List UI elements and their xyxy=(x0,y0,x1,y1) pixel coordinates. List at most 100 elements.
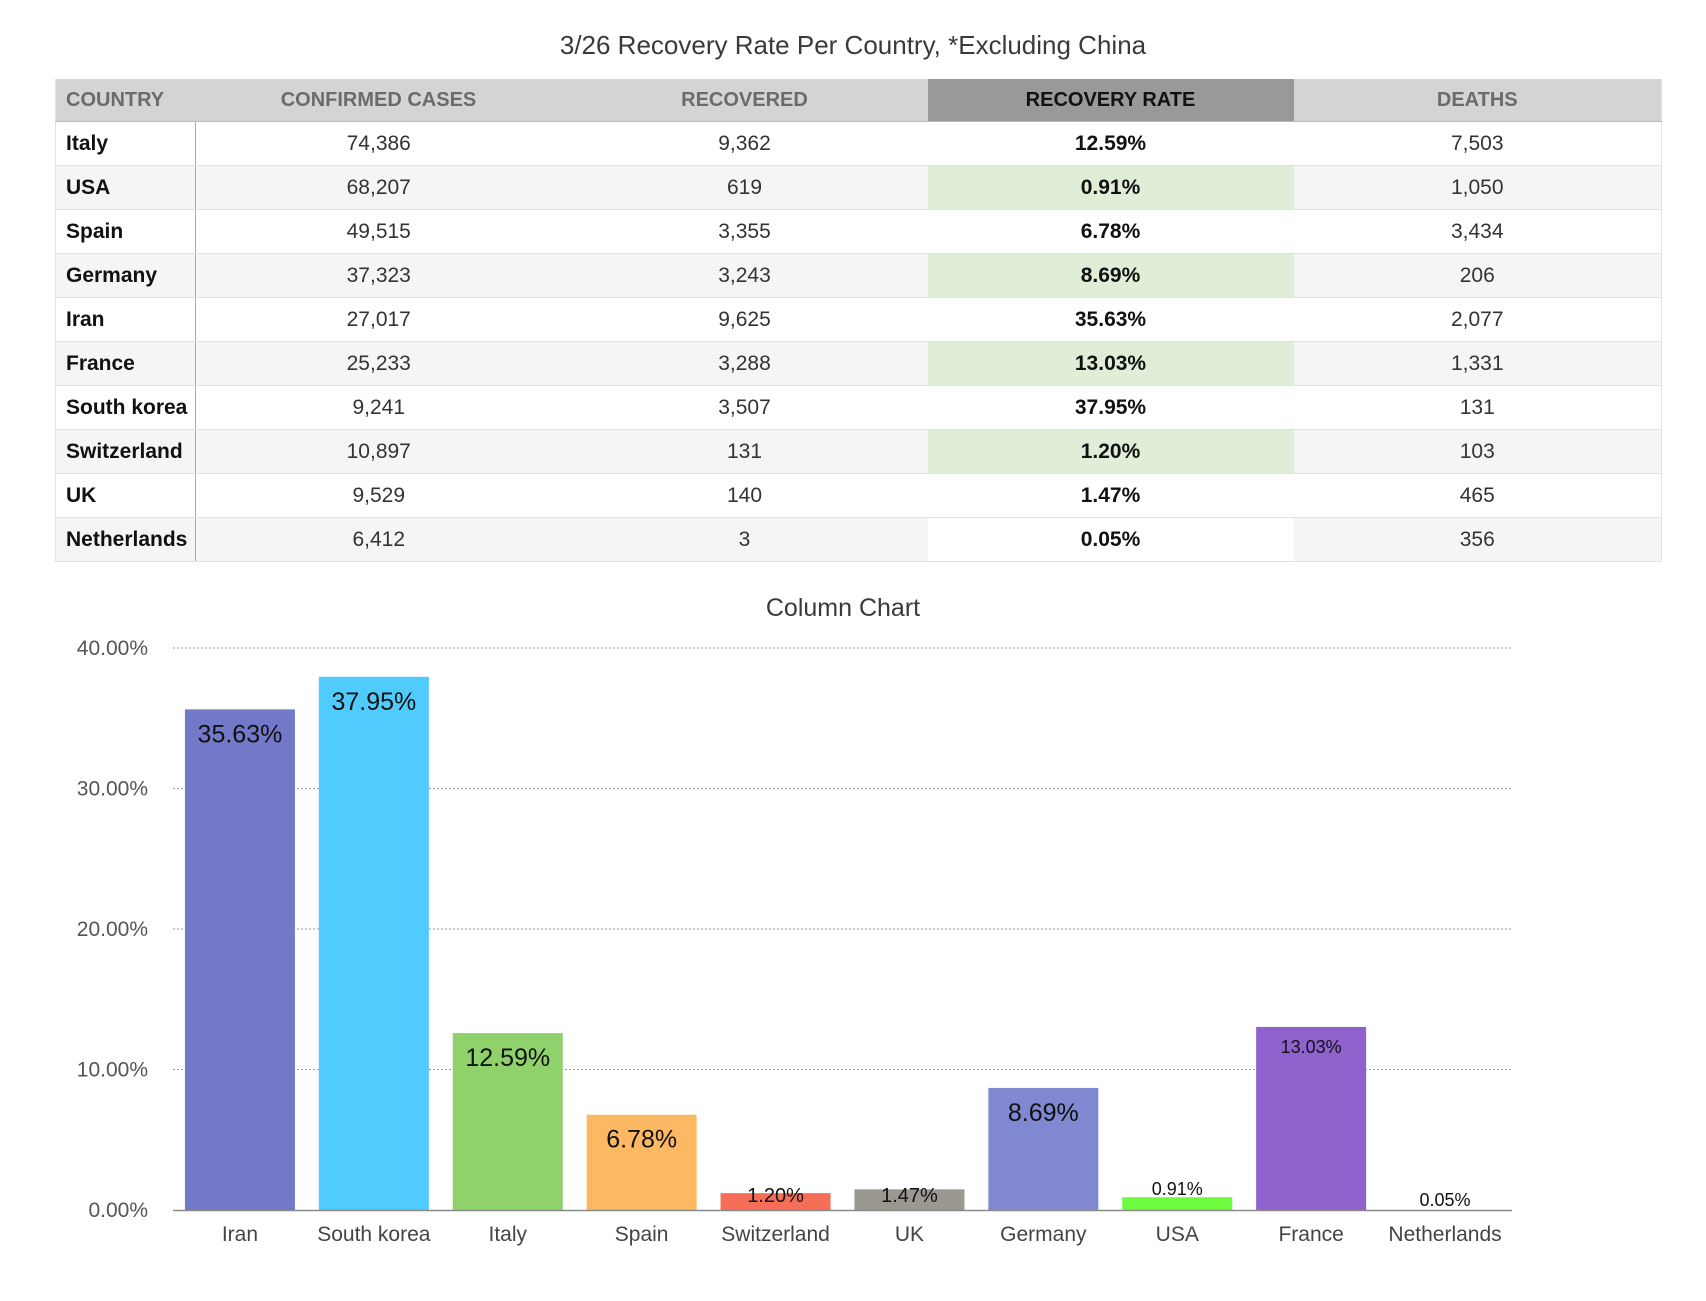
cell-rate: 1.20% xyxy=(927,429,1294,474)
cell-rate: 8.69% xyxy=(927,253,1294,298)
cell-recovered: 9,625 xyxy=(561,297,928,342)
cell-rate: 1.47% xyxy=(927,473,1294,518)
column-chart: 0.00% 10.00% 20.00% 30.00% 40.00% 35.63% 37.9… xyxy=(77,637,1512,1246)
cell-rate: 0.91% xyxy=(927,165,1294,210)
bar xyxy=(854,1189,965,1210)
bar-value-label: 13.03% xyxy=(1281,1037,1342,1057)
cell-recovered: 140 xyxy=(561,473,928,518)
cell-confirmed: 6,412 xyxy=(195,517,562,562)
x-tick-label: USA xyxy=(1156,1223,1199,1246)
page-title: 3/26 Recovery Rate Per Country, *Excludi… xyxy=(559,30,1147,60)
x-tick-label: Netherlands xyxy=(1388,1223,1501,1246)
header-confirmed-cases[interactable]: CONFIRMED CASES xyxy=(195,79,562,122)
cell-deaths: 356 xyxy=(1293,517,1662,562)
x-axis-ticks: Iran South korea Italy Spain Switzerland UK Ge… xyxy=(222,1223,1502,1246)
cell-deaths: 1,050 xyxy=(1293,165,1662,210)
cell-deaths: 206 xyxy=(1293,253,1662,298)
y-tick-label: 40.00% xyxy=(77,637,148,660)
cell-country: France xyxy=(55,341,196,386)
cell-recovered: 9,362 xyxy=(561,121,928,166)
cell-confirmed: 49,515 xyxy=(195,209,562,254)
chart-bars xyxy=(184,676,1501,1210)
cell-confirmed: 9,529 xyxy=(195,473,562,518)
cell-deaths: 1,331 xyxy=(1293,341,1662,386)
header-recovery-rate[interactable]: RECOVERY RATE xyxy=(927,79,1294,122)
cell-recovered: 619 xyxy=(561,165,928,210)
cell-recovered: 3,507 xyxy=(561,385,928,430)
x-tick-label: Germany xyxy=(1000,1223,1087,1246)
x-tick-label: Switzerland xyxy=(721,1223,830,1246)
table-row: Spain 49,515 3,355 6.78% 3,434 xyxy=(55,209,1662,254)
cell-deaths: 103 xyxy=(1293,429,1662,474)
table-row: Italy 74,386 9,362 12.59% 7,503 xyxy=(55,121,1662,166)
cell-confirmed: 10,897 xyxy=(195,429,562,474)
x-tick-label: South korea xyxy=(317,1223,431,1246)
bar xyxy=(1256,1026,1367,1210)
chart-title: Column Chart xyxy=(765,594,921,622)
cell-country: Switzerland xyxy=(55,429,196,474)
cell-deaths: 3,434 xyxy=(1293,209,1662,254)
cell-country: Germany xyxy=(55,253,196,298)
table-row: UK 9,529 140 1.47% 465 xyxy=(55,473,1662,518)
cell-confirmed: 68,207 xyxy=(195,165,562,210)
bar xyxy=(586,1114,697,1210)
bar xyxy=(318,676,429,1210)
cell-deaths: 7,503 xyxy=(1293,121,1662,166)
header-country[interactable]: COUNTRY xyxy=(55,79,196,122)
bar-value-label: 0.05% xyxy=(1420,1190,1471,1210)
cell-recovered: 3 xyxy=(561,517,928,562)
cell-deaths: 465 xyxy=(1293,473,1662,518)
cell-deaths: 2,077 xyxy=(1293,297,1662,342)
y-tick-label: 30.00% xyxy=(77,778,148,801)
cell-recovered: 3,355 xyxy=(561,209,928,254)
bar-value-label: 1.47% xyxy=(881,1185,938,1207)
table-row: USA 68,207 619 0.91% 1,050 xyxy=(55,165,1662,210)
cell-country: South korea xyxy=(55,385,196,430)
bar-value-labels: 35.63% 37.95% 12.59% 6.78% 1.20% 1.47% 8.69% 0.… xyxy=(198,688,1471,1210)
bar xyxy=(720,1193,831,1210)
x-tick-label: France xyxy=(1278,1223,1343,1246)
cell-rate: 12.59% xyxy=(927,121,1294,166)
cell-recovered: 131 xyxy=(561,429,928,474)
table-row: Netherlands 6,412 3 0.05% 356 xyxy=(55,517,1662,562)
chart-gridlines xyxy=(173,647,1512,1070)
bar xyxy=(452,1033,563,1210)
header-deaths[interactable]: DEATHS xyxy=(1293,79,1662,122)
y-axis-ticks: 0.00% 10.00% 20.00% 30.00% 40.00% xyxy=(77,637,148,1222)
cell-deaths: 131 xyxy=(1293,385,1662,430)
bar-value-label: 37.95% xyxy=(331,688,416,716)
cell-country: UK xyxy=(55,473,196,518)
bar xyxy=(184,709,295,1210)
cell-confirmed: 27,017 xyxy=(195,297,562,342)
x-tick-label: Italy xyxy=(488,1223,527,1246)
cell-rate: 6.78% xyxy=(927,209,1294,254)
x-tick-label: Iran xyxy=(222,1223,258,1246)
bar xyxy=(1390,1209,1501,1210)
cell-country: USA xyxy=(55,165,196,210)
bar xyxy=(988,1087,1099,1210)
cell-confirmed: 25,233 xyxy=(195,341,562,386)
table-row: South korea 9,241 3,507 37.95% 131 xyxy=(55,385,1662,430)
cell-rate: 0.05% xyxy=(927,517,1294,562)
cell-rate: 13.03% xyxy=(927,341,1294,386)
table-header-row: COUNTRY CONFIRMED CASES RECOVERED RECOVE… xyxy=(55,79,1662,122)
cell-recovered: 3,243 xyxy=(561,253,928,298)
y-tick-label: 0.00% xyxy=(88,1199,148,1222)
bar-value-label: 35.63% xyxy=(198,720,283,748)
x-tick-label: UK xyxy=(895,1223,924,1246)
y-tick-label: 10.00% xyxy=(77,1059,148,1082)
bar-value-label: 8.69% xyxy=(1008,1099,1079,1127)
table-row: Iran 27,017 9,625 35.63% 2,077 xyxy=(55,297,1662,342)
table-row: France 25,233 3,288 13.03% 1,331 xyxy=(55,341,1662,386)
cell-confirmed: 9,241 xyxy=(195,385,562,430)
bar xyxy=(1122,1197,1233,1210)
header-recovered[interactable]: RECOVERED xyxy=(561,79,928,122)
y-tick-label: 20.00% xyxy=(77,918,148,941)
cell-country: Netherlands xyxy=(55,517,196,562)
cell-country: Italy xyxy=(55,121,196,166)
recovery-table: COUNTRY CONFIRMED CASES RECOVERED RECOVE… xyxy=(55,79,1662,562)
bar-value-label: 1.20% xyxy=(747,1185,804,1207)
bar-value-label: 12.59% xyxy=(465,1044,550,1072)
cell-confirmed: 37,323 xyxy=(195,253,562,298)
cell-rate: 37.95% xyxy=(927,385,1294,430)
